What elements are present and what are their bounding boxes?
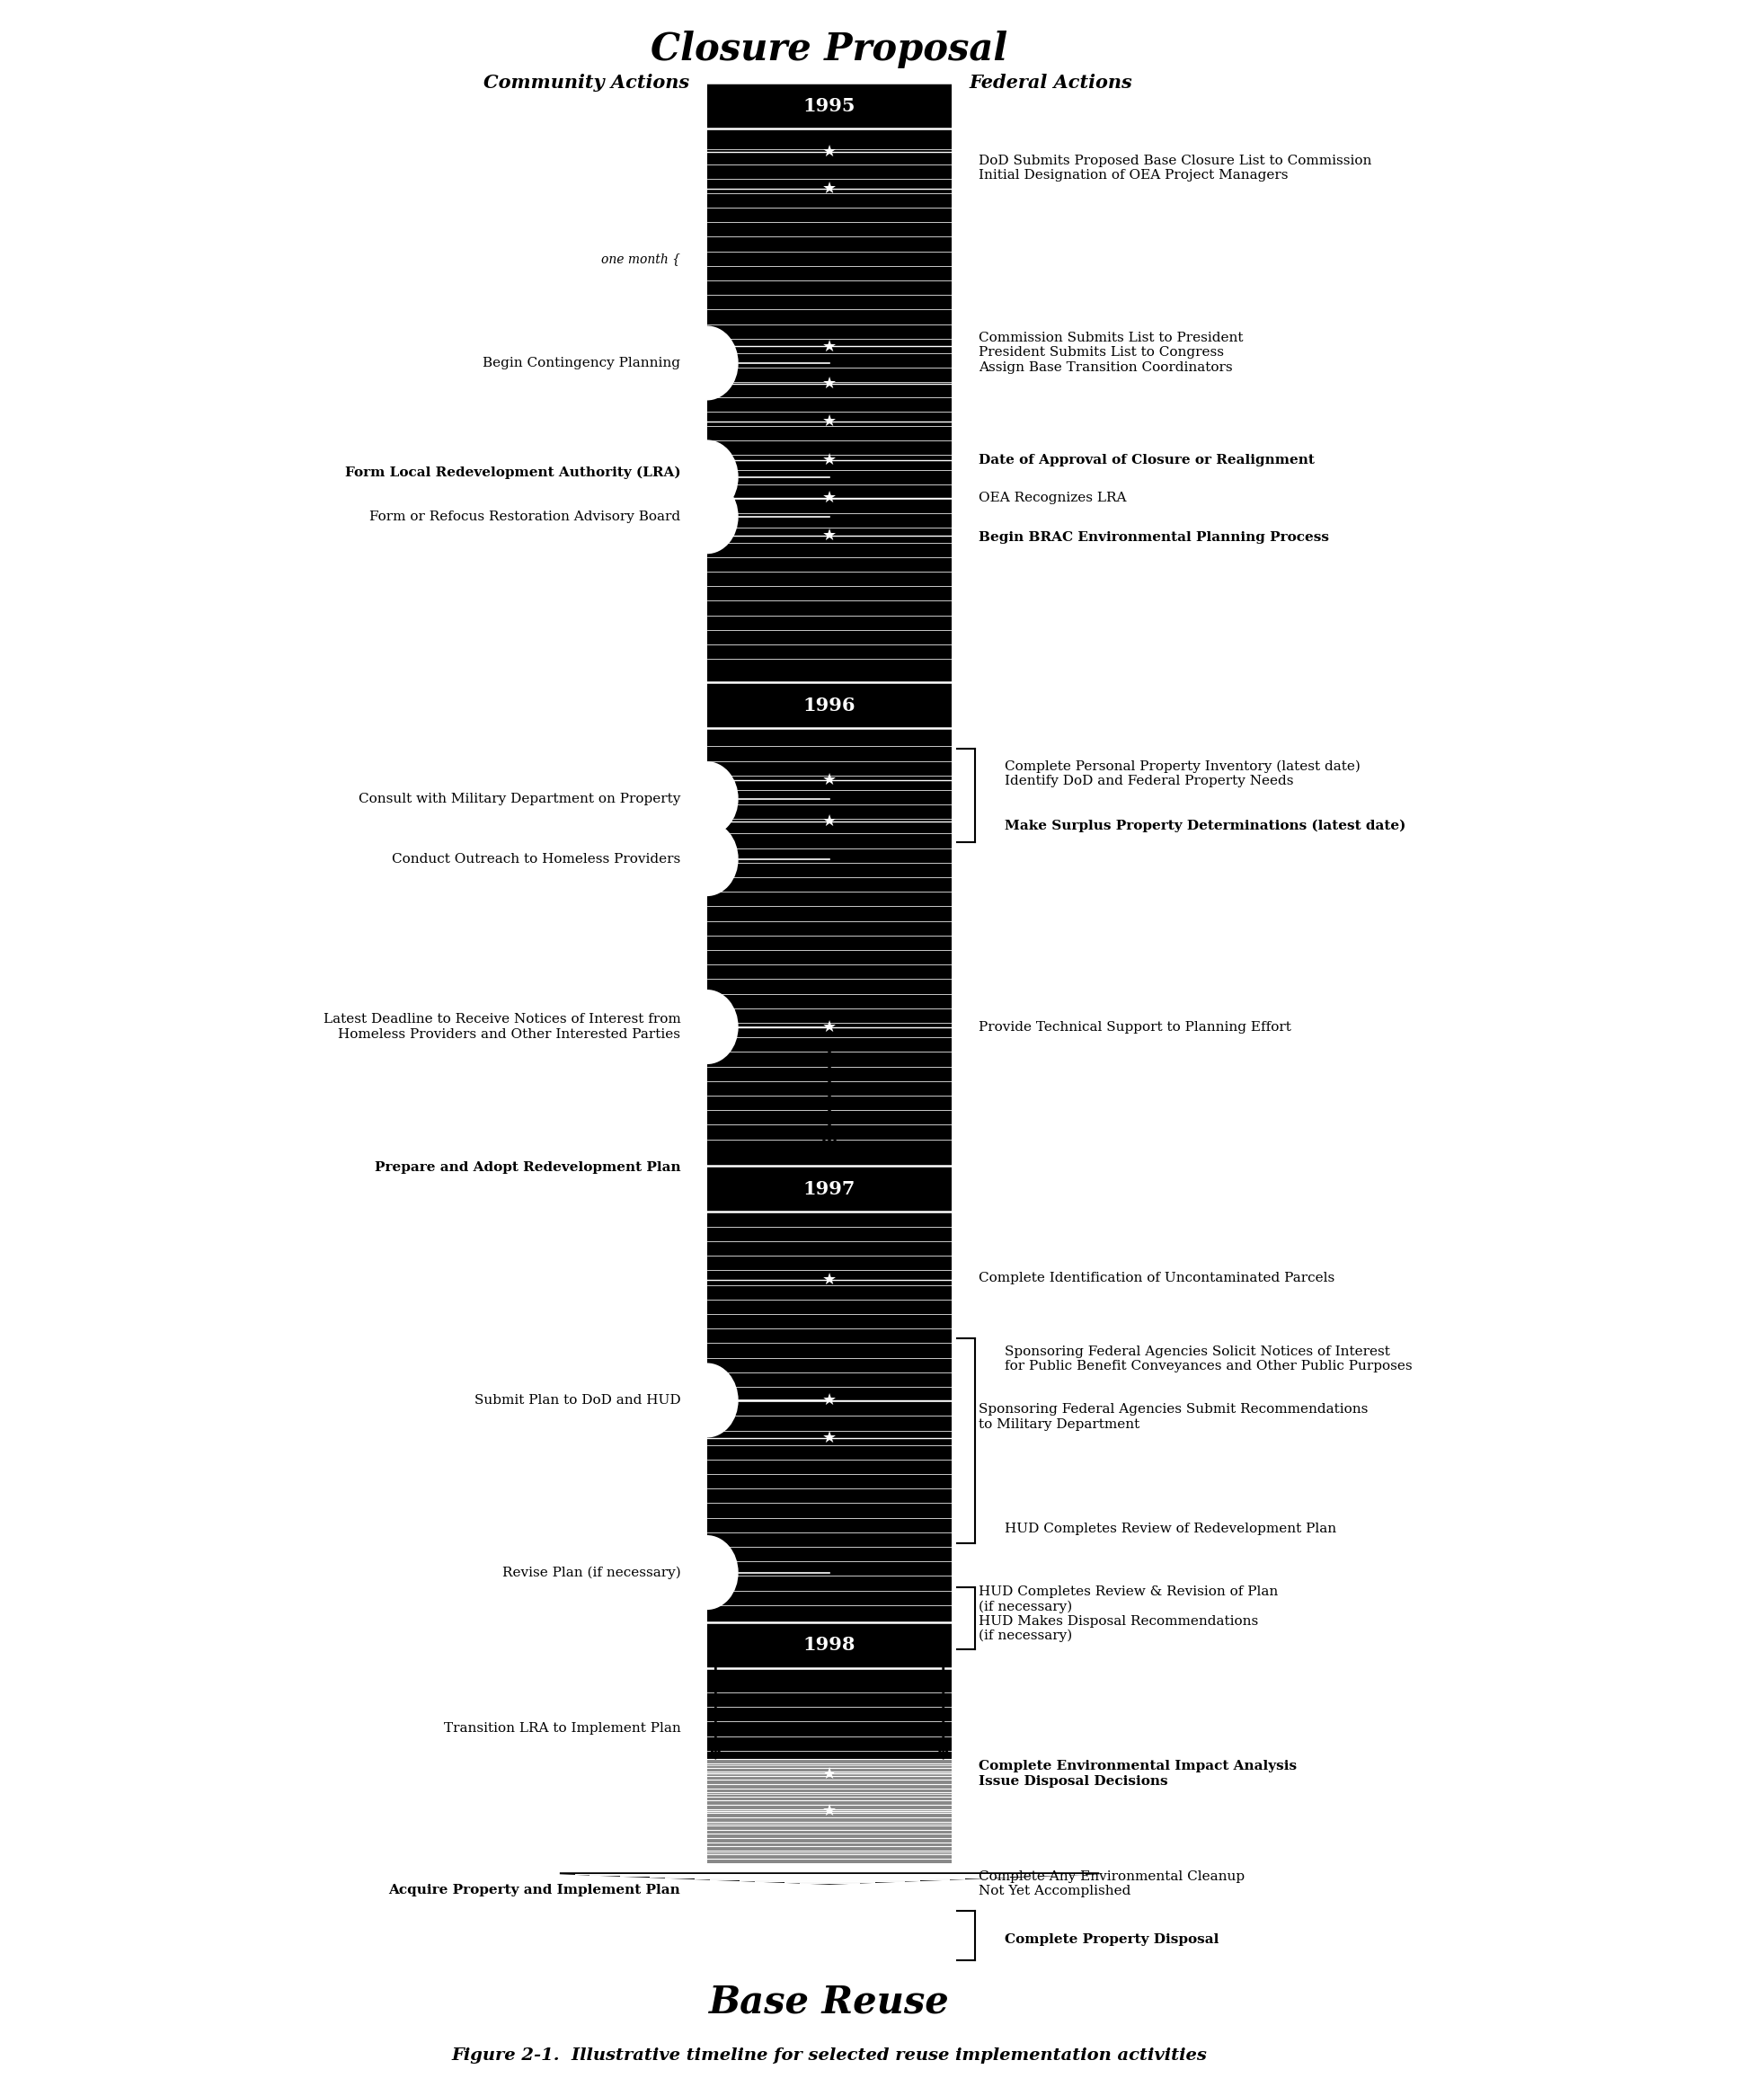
Text: Complete Property Disposal: Complete Property Disposal bbox=[1005, 1933, 1219, 1945]
Text: Complete Personal Property Inventory (latest date)
Identify DoD and Federal Prop: Complete Personal Property Inventory (la… bbox=[1005, 760, 1360, 787]
Bar bbox=[707, 682, 953, 728]
Text: ★: ★ bbox=[822, 1430, 836, 1446]
Text: Consult with Military Department on Property: Consult with Military Department on Prop… bbox=[358, 793, 681, 806]
Text: HUD Completes Review & Revision of Plan
(if necessary)
HUD Makes Disposal Recomm: HUD Completes Review & Revision of Plan … bbox=[979, 1586, 1277, 1642]
Text: 1995: 1995 bbox=[803, 96, 856, 115]
Polygon shape bbox=[559, 1874, 1099, 1885]
Text: Prepare and Adopt Redevelopment Plan: Prepare and Adopt Redevelopment Plan bbox=[374, 1162, 681, 1175]
Text: ★: ★ bbox=[822, 144, 836, 159]
Bar bbox=[707, 106, 953, 1864]
Text: Commission Submits List to President
President Submits List to Congress
Assign B: Commission Submits List to President Pre… bbox=[979, 332, 1244, 374]
Text: Federal Actions: Federal Actions bbox=[970, 73, 1132, 92]
Circle shape bbox=[676, 762, 739, 837]
Text: Revise Plan (if necessary): Revise Plan (if necessary) bbox=[503, 1565, 681, 1580]
Text: ★: ★ bbox=[822, 338, 836, 355]
Text: ★: ★ bbox=[822, 814, 836, 831]
Text: ★: ★ bbox=[822, 453, 836, 470]
Text: Form or Refocus Restoration Advisory Board: Form or Refocus Restoration Advisory Boa… bbox=[369, 511, 681, 524]
Text: Provide Technical Support to Planning Effort: Provide Technical Support to Planning Ef… bbox=[979, 1021, 1291, 1033]
Circle shape bbox=[676, 989, 739, 1064]
Text: Begin BRAC Environmental Planning Process: Begin BRAC Environmental Planning Proces… bbox=[979, 530, 1328, 543]
Bar bbox=[707, 83, 953, 129]
Bar bbox=[707, 1622, 953, 1668]
Text: 1998: 1998 bbox=[803, 1636, 856, 1655]
Circle shape bbox=[676, 822, 739, 895]
Text: ★: ★ bbox=[822, 1803, 836, 1820]
Text: Conduct Outreach to Homeless Providers: Conduct Outreach to Homeless Providers bbox=[392, 854, 681, 866]
Text: Make Surplus Property Determinations (latest date): Make Surplus Property Determinations (la… bbox=[1005, 820, 1406, 833]
Text: Latest Deadline to Receive Notices of Interest from
Homeless Providers and Other: Latest Deadline to Receive Notices of In… bbox=[323, 1014, 681, 1041]
Text: Base Reuse: Base Reuse bbox=[709, 1983, 949, 2020]
Text: ★: ★ bbox=[822, 1766, 836, 1782]
Text: Transition LRA to Implement Plan: Transition LRA to Implement Plan bbox=[443, 1722, 681, 1734]
Text: ★: ★ bbox=[822, 772, 836, 789]
Text: Closure Proposal: Closure Proposal bbox=[651, 31, 1007, 69]
Text: ★: ★ bbox=[822, 1018, 836, 1035]
Text: Complete Any Environmental Cleanup
Not Yet Accomplished: Complete Any Environmental Cleanup Not Y… bbox=[979, 1870, 1244, 1897]
Text: ★: ★ bbox=[822, 1392, 836, 1409]
Text: 1997: 1997 bbox=[803, 1179, 856, 1198]
Bar bbox=[707, 1759, 953, 1864]
Text: ★: ★ bbox=[822, 528, 836, 543]
Text: Form Local Redevelopment Authority (LRA): Form Local Redevelopment Authority (LRA) bbox=[344, 467, 681, 480]
Circle shape bbox=[676, 326, 739, 401]
Circle shape bbox=[676, 440, 739, 515]
Text: 1996: 1996 bbox=[803, 697, 856, 714]
Text: Figure 2-1.  Illustrative timeline for selected reuse implementation activities: Figure 2-1. Illustrative timeline for se… bbox=[452, 2047, 1207, 2064]
Text: one month {: one month { bbox=[602, 253, 681, 265]
Text: Sponsoring Federal Agencies Submit Recommendations
to Military Department: Sponsoring Federal Agencies Submit Recom… bbox=[979, 1402, 1367, 1430]
Text: Community Actions: Community Actions bbox=[483, 73, 690, 92]
Circle shape bbox=[676, 1536, 739, 1609]
Text: Submit Plan to DoD and HUD: Submit Plan to DoD and HUD bbox=[475, 1394, 681, 1407]
Circle shape bbox=[676, 480, 739, 553]
Text: Sponsoring Federal Agencies Solicit Notices of Interest
for Public Benefit Conve: Sponsoring Federal Agencies Solicit Noti… bbox=[1005, 1346, 1413, 1373]
Text: ★: ★ bbox=[822, 413, 836, 430]
Text: Acquire Property and Implement Plan: Acquire Property and Implement Plan bbox=[388, 1885, 681, 1897]
Text: ★: ★ bbox=[822, 1271, 836, 1288]
Text: ★: ★ bbox=[822, 182, 836, 196]
Text: HUD Completes Review of Redevelopment Plan: HUD Completes Review of Redevelopment Pl… bbox=[1005, 1524, 1337, 1536]
Text: Begin Contingency Planning: Begin Contingency Planning bbox=[483, 357, 681, 369]
Text: DoD Submits Proposed Base Closure List to Commission
Initial Designation of OEA : DoD Submits Proposed Base Closure List t… bbox=[979, 154, 1371, 182]
Text: Complete Environmental Impact Analysis
Issue Disposal Decisions: Complete Environmental Impact Analysis I… bbox=[979, 1759, 1297, 1786]
Bar bbox=[707, 1167, 953, 1213]
Text: ★: ★ bbox=[822, 376, 836, 392]
Circle shape bbox=[676, 1363, 739, 1438]
Text: ★: ★ bbox=[822, 490, 836, 505]
Text: Date of Approval of Closure or Realignment: Date of Approval of Closure or Realignme… bbox=[979, 455, 1314, 467]
Text: Complete Identification of Uncontaminated Parcels: Complete Identification of Uncontaminate… bbox=[979, 1271, 1334, 1284]
Text: OEA Recognizes LRA: OEA Recognizes LRA bbox=[979, 493, 1125, 505]
